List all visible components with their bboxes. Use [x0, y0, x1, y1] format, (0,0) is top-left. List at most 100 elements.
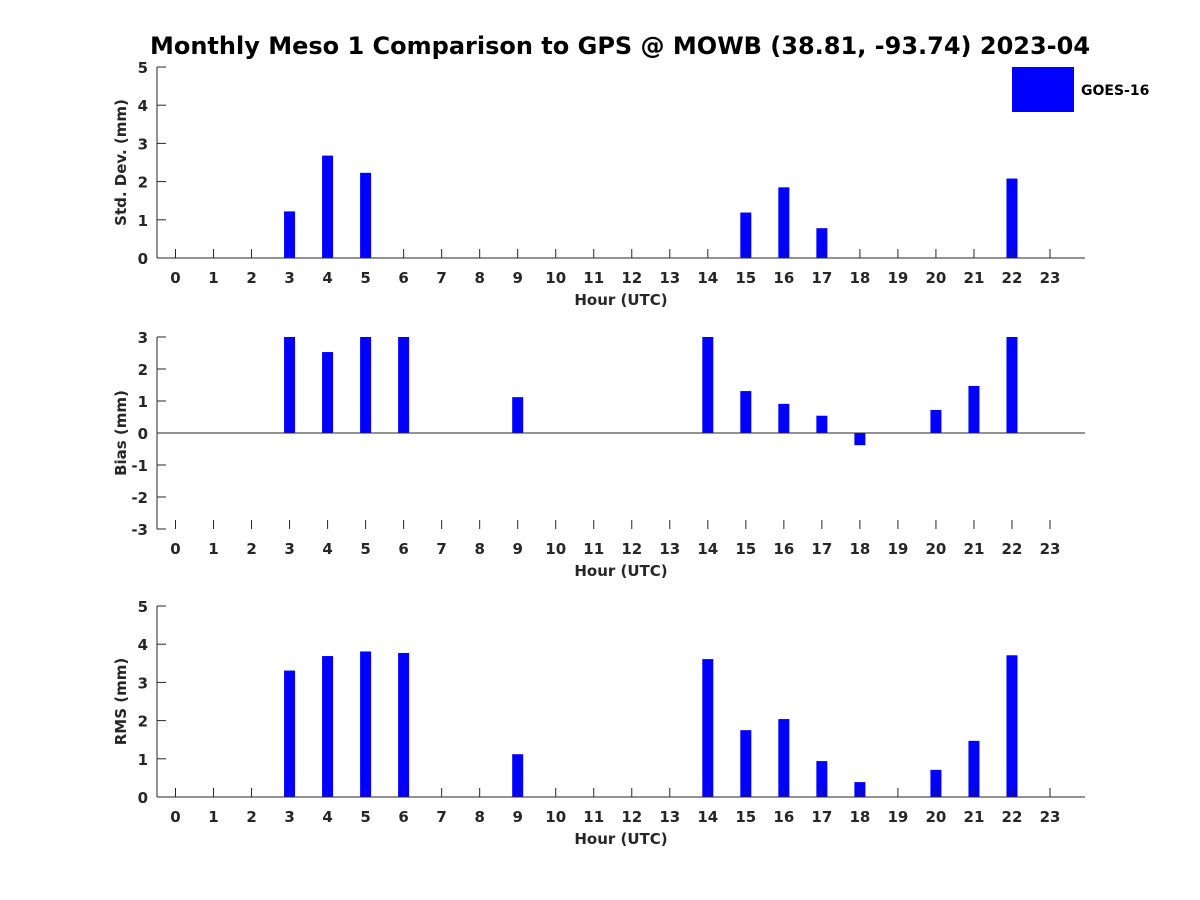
- bar-hour-4: [322, 352, 334, 433]
- bar-hour-16: [778, 403, 790, 433]
- x-tick-label: 12: [621, 540, 642, 558]
- x-axis-label: Hour (UTC): [574, 291, 667, 309]
- y-tick-label: 5: [138, 59, 148, 77]
- y-tick-label: 2: [138, 361, 148, 379]
- bar-hour-15: [740, 212, 752, 258]
- bar-hour-6: [398, 652, 410, 797]
- x-tick-label: 13: [659, 808, 680, 826]
- x-tick-label: 18: [849, 269, 870, 287]
- x-tick-label: 13: [659, 269, 680, 287]
- x-tick-label: 19: [887, 808, 908, 826]
- x-tick-label: 16: [773, 808, 794, 826]
- bar-hour-5: [360, 651, 372, 797]
- x-tick-label: 14: [697, 540, 718, 558]
- x-tick-label: 23: [1040, 540, 1061, 558]
- y-tick-label: 2: [138, 713, 148, 731]
- x-tick-label: 2: [246, 269, 256, 287]
- y-tick-label: 1: [138, 393, 148, 411]
- y-tick-label: 4: [138, 636, 148, 654]
- x-tick-label: 22: [1002, 808, 1023, 826]
- x-tick-label: 17: [811, 540, 832, 558]
- x-tick-label: 20: [925, 808, 946, 826]
- bar-hour-20: [930, 409, 942, 433]
- bar-hour-22: [1006, 178, 1018, 258]
- x-tick-label: 11: [583, 269, 604, 287]
- bar-hour-20: [930, 769, 942, 797]
- y-tick-label: 1: [138, 751, 148, 769]
- x-tick-label: 21: [964, 540, 985, 558]
- x-tick-label: 14: [697, 269, 718, 287]
- x-tick-label: 4: [322, 808, 332, 826]
- y-axis-label: RMS (mm): [112, 658, 130, 745]
- y-axis-label: Std. Dev. (mm): [112, 99, 130, 226]
- x-tick-label: 15: [735, 269, 756, 287]
- x-tick-label: 20: [925, 540, 946, 558]
- bar-hour-4: [322, 155, 334, 258]
- x-tick-label: 3: [284, 269, 294, 287]
- bar-hour-14: [702, 337, 714, 433]
- x-tick-label: 11: [583, 540, 604, 558]
- x-tick-label: 16: [773, 269, 794, 287]
- bar-hour-14: [702, 659, 714, 797]
- y-tick-label: 3: [138, 329, 148, 347]
- x-tick-label: 5: [360, 808, 370, 826]
- x-tick-label: 2: [246, 540, 256, 558]
- x-tick-label: 8: [474, 808, 484, 826]
- bar-hour-22: [1006, 337, 1018, 433]
- x-tick-label: 10: [545, 269, 566, 287]
- x-tick-label: 1: [208, 808, 218, 826]
- x-tick-label: 23: [1040, 269, 1061, 287]
- bar-hour-3: [284, 670, 296, 797]
- x-tick-label: 1: [208, 269, 218, 287]
- std-dev-panel: 0 1 2 3 4 5 6 7 8 9 10 11 12 13 14 15 16 17 18 19 20 21 22 2301…: [112, 59, 1085, 309]
- x-tick-label: 9: [512, 808, 522, 826]
- x-tick-label: 2: [246, 808, 256, 826]
- bar-hour-9: [512, 397, 524, 433]
- rms-panel: 0 1 2 3 4 5 6 7 8 9 10 11 12 13 14 15 16 17 18 19 20 21 22 2301…: [112, 598, 1085, 848]
- bar-hour-3: [284, 337, 296, 433]
- x-tick-label: 22: [1002, 540, 1023, 558]
- x-tick-label: 18: [849, 540, 870, 558]
- x-tick-label: 12: [621, 808, 642, 826]
- x-tick-label: 7: [436, 808, 446, 826]
- bar-hour-15: [740, 391, 752, 433]
- x-tick-label: 10: [545, 808, 566, 826]
- x-tick-label: 8: [474, 269, 484, 287]
- legend-label: GOES-16: [1081, 83, 1149, 99]
- legend-swatch: [1012, 67, 1074, 112]
- x-tick-label: 6: [398, 808, 408, 826]
- x-tick-label: 12: [621, 269, 642, 287]
- bar-hour-5: [360, 172, 372, 258]
- y-tick-label: -3: [131, 521, 148, 539]
- y-tick-label: -2: [131, 489, 148, 507]
- x-axis-label: Hour (UTC): [574, 830, 667, 848]
- y-tick-label: 2: [138, 174, 148, 192]
- bar-hour-21: [968, 385, 980, 433]
- x-tick-label: 0: [170, 540, 180, 558]
- x-tick-label: 6: [398, 269, 408, 287]
- x-tick-label: 4: [322, 269, 332, 287]
- y-tick-label: 4: [138, 97, 148, 115]
- bar-hour-16: [778, 719, 790, 797]
- chart-title: Monthly Meso 1 Comparison to GPS @ MOWB …: [150, 32, 1090, 60]
- x-tick-label: 13: [659, 540, 680, 558]
- bar-hour-6: [398, 337, 410, 433]
- x-tick-label: 8: [474, 540, 484, 558]
- x-tick-label: 1: [208, 540, 218, 558]
- x-tick-label: 17: [811, 808, 832, 826]
- legend: GOES-16: [1012, 67, 1149, 112]
- bias-panel: 0 1 2 3 4 5 6 7 8 9 10 11 12 13 14 15 16 17 18 19 20 21 22 23-3…: [112, 329, 1085, 580]
- bar-hour-15: [740, 730, 752, 797]
- x-tick-label: 23: [1040, 808, 1061, 826]
- x-tick-label: 17: [811, 269, 832, 287]
- x-tick-label: 18: [849, 808, 870, 826]
- y-axis-label: Bias (mm): [112, 390, 130, 476]
- y-tick-label: 5: [138, 598, 148, 616]
- x-tick-label: 21: [964, 808, 985, 826]
- x-tick-label: 14: [697, 808, 718, 826]
- x-tick-label: 7: [436, 269, 446, 287]
- x-tick-label: 4: [322, 540, 332, 558]
- bar-hour-9: [512, 754, 524, 797]
- y-tick-label: 3: [138, 135, 148, 153]
